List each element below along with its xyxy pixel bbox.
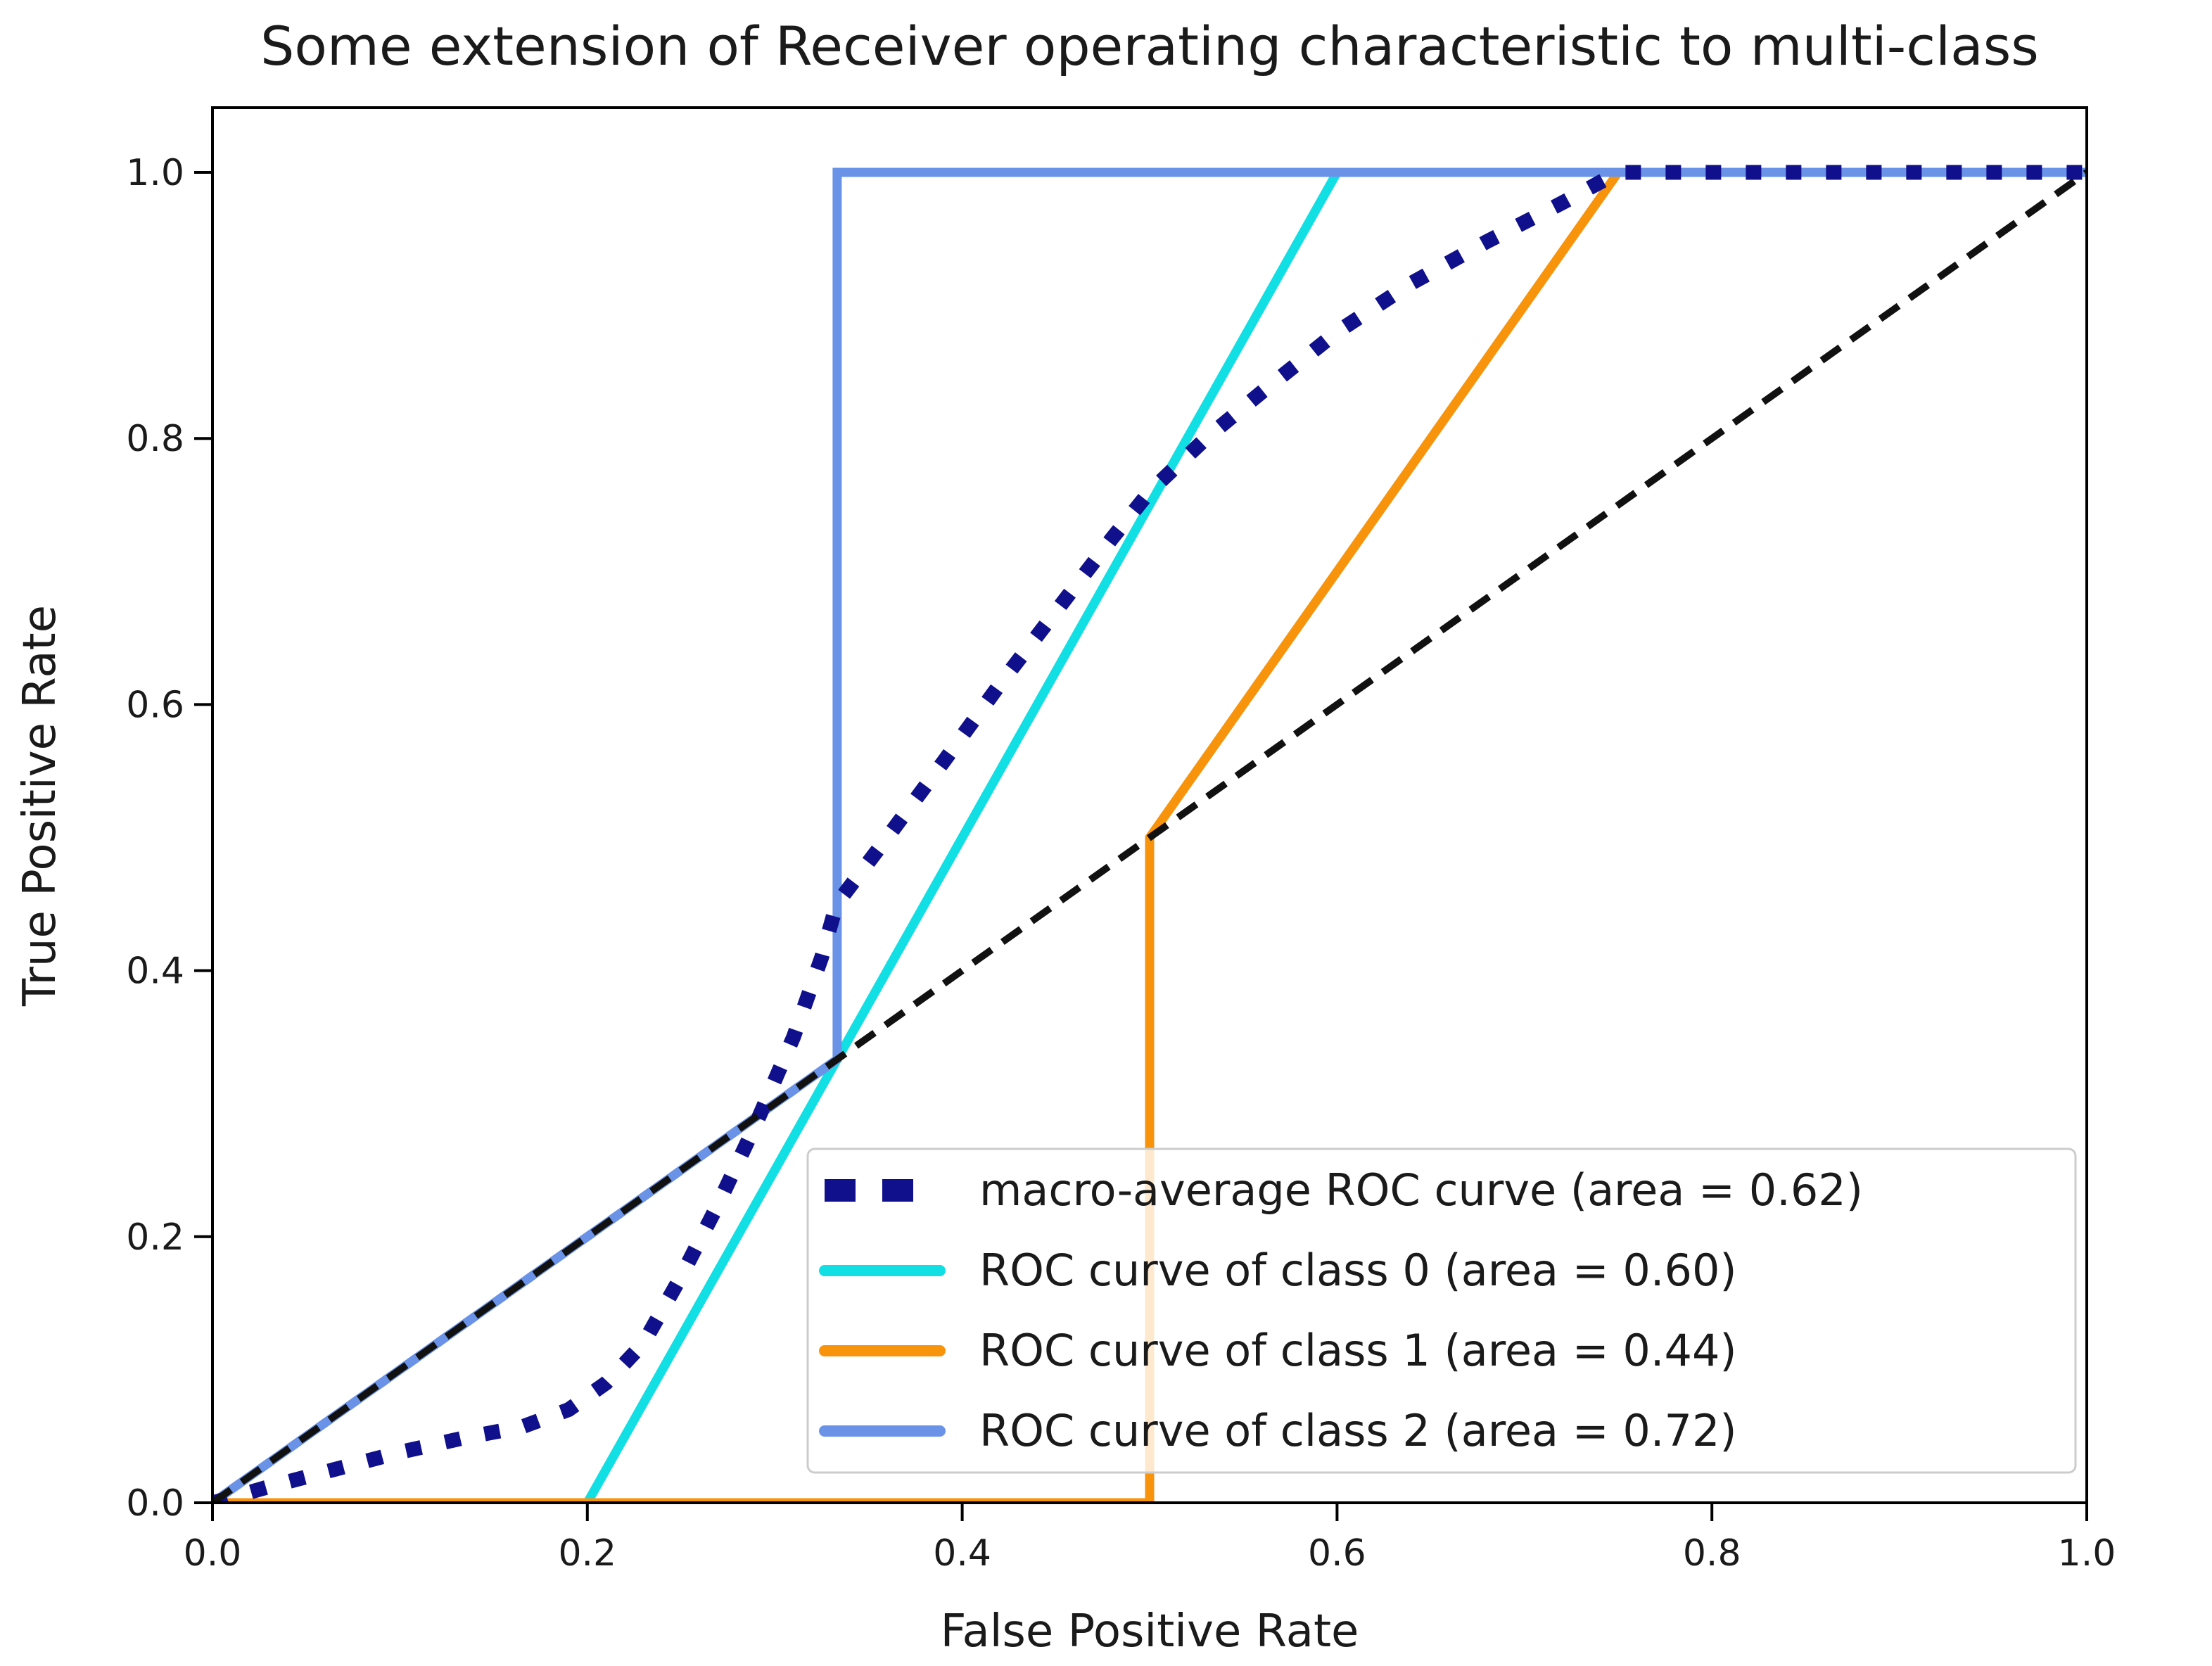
x-tick-label: 0.6 bbox=[1308, 1532, 1366, 1575]
x-tick-label: 1.0 bbox=[2058, 1532, 2116, 1575]
y-tick-label: 1.0 bbox=[126, 152, 184, 194]
y-tick-label: 0.0 bbox=[126, 1482, 184, 1525]
legend: macro-average ROC curve (area = 0.62) ROC… bbox=[806, 1147, 2077, 1474]
legend-entry-label: ROC curve of class 2 (area = 0.72) bbox=[979, 1405, 1737, 1456]
x-tick-label: 0.0 bbox=[184, 1532, 242, 1575]
roc-curve-class-2 bbox=[212, 167, 2087, 1503]
x-tick-label: 0.4 bbox=[933, 1532, 991, 1575]
y-axis-ticks: 0.0 0.2 0.4 0.6 0.8 1.0 bbox=[126, 152, 212, 1525]
chart-title: Some extension of Receiver operating cha… bbox=[260, 15, 2039, 77]
x-tick-label: 0.8 bbox=[1683, 1532, 1741, 1575]
plot-curves bbox=[212, 165, 2087, 1503]
y-axis-label: True Positive Rate bbox=[14, 605, 66, 1007]
y-tick-label: 0.2 bbox=[126, 1216, 184, 1259]
legend-entry-label: ROC curve of class 1 (area = 0.44) bbox=[979, 1325, 1737, 1376]
x-axis-label: False Positive Rate bbox=[941, 1605, 1359, 1658]
legend-entry-label: ROC curve of class 0 (area = 0.60) bbox=[979, 1245, 1737, 1296]
legend-frame bbox=[806, 1147, 2077, 1474]
x-tick-label: 0.2 bbox=[558, 1532, 616, 1575]
plot-frame bbox=[211, 106, 2088, 1504]
y-tick-label: 0.4 bbox=[126, 950, 184, 993]
legend-entry-label: macro-average ROC curve (area = 0.62) bbox=[979, 1164, 1863, 1216]
chance-diagonal-line bbox=[212, 169, 2087, 1503]
x-axis-ticks: 0.0 0.2 0.4 0.6 0.8 1.0 bbox=[184, 1503, 2116, 1575]
y-tick-label: 0.8 bbox=[126, 418, 184, 460]
y-tick-label: 0.6 bbox=[126, 684, 184, 726]
